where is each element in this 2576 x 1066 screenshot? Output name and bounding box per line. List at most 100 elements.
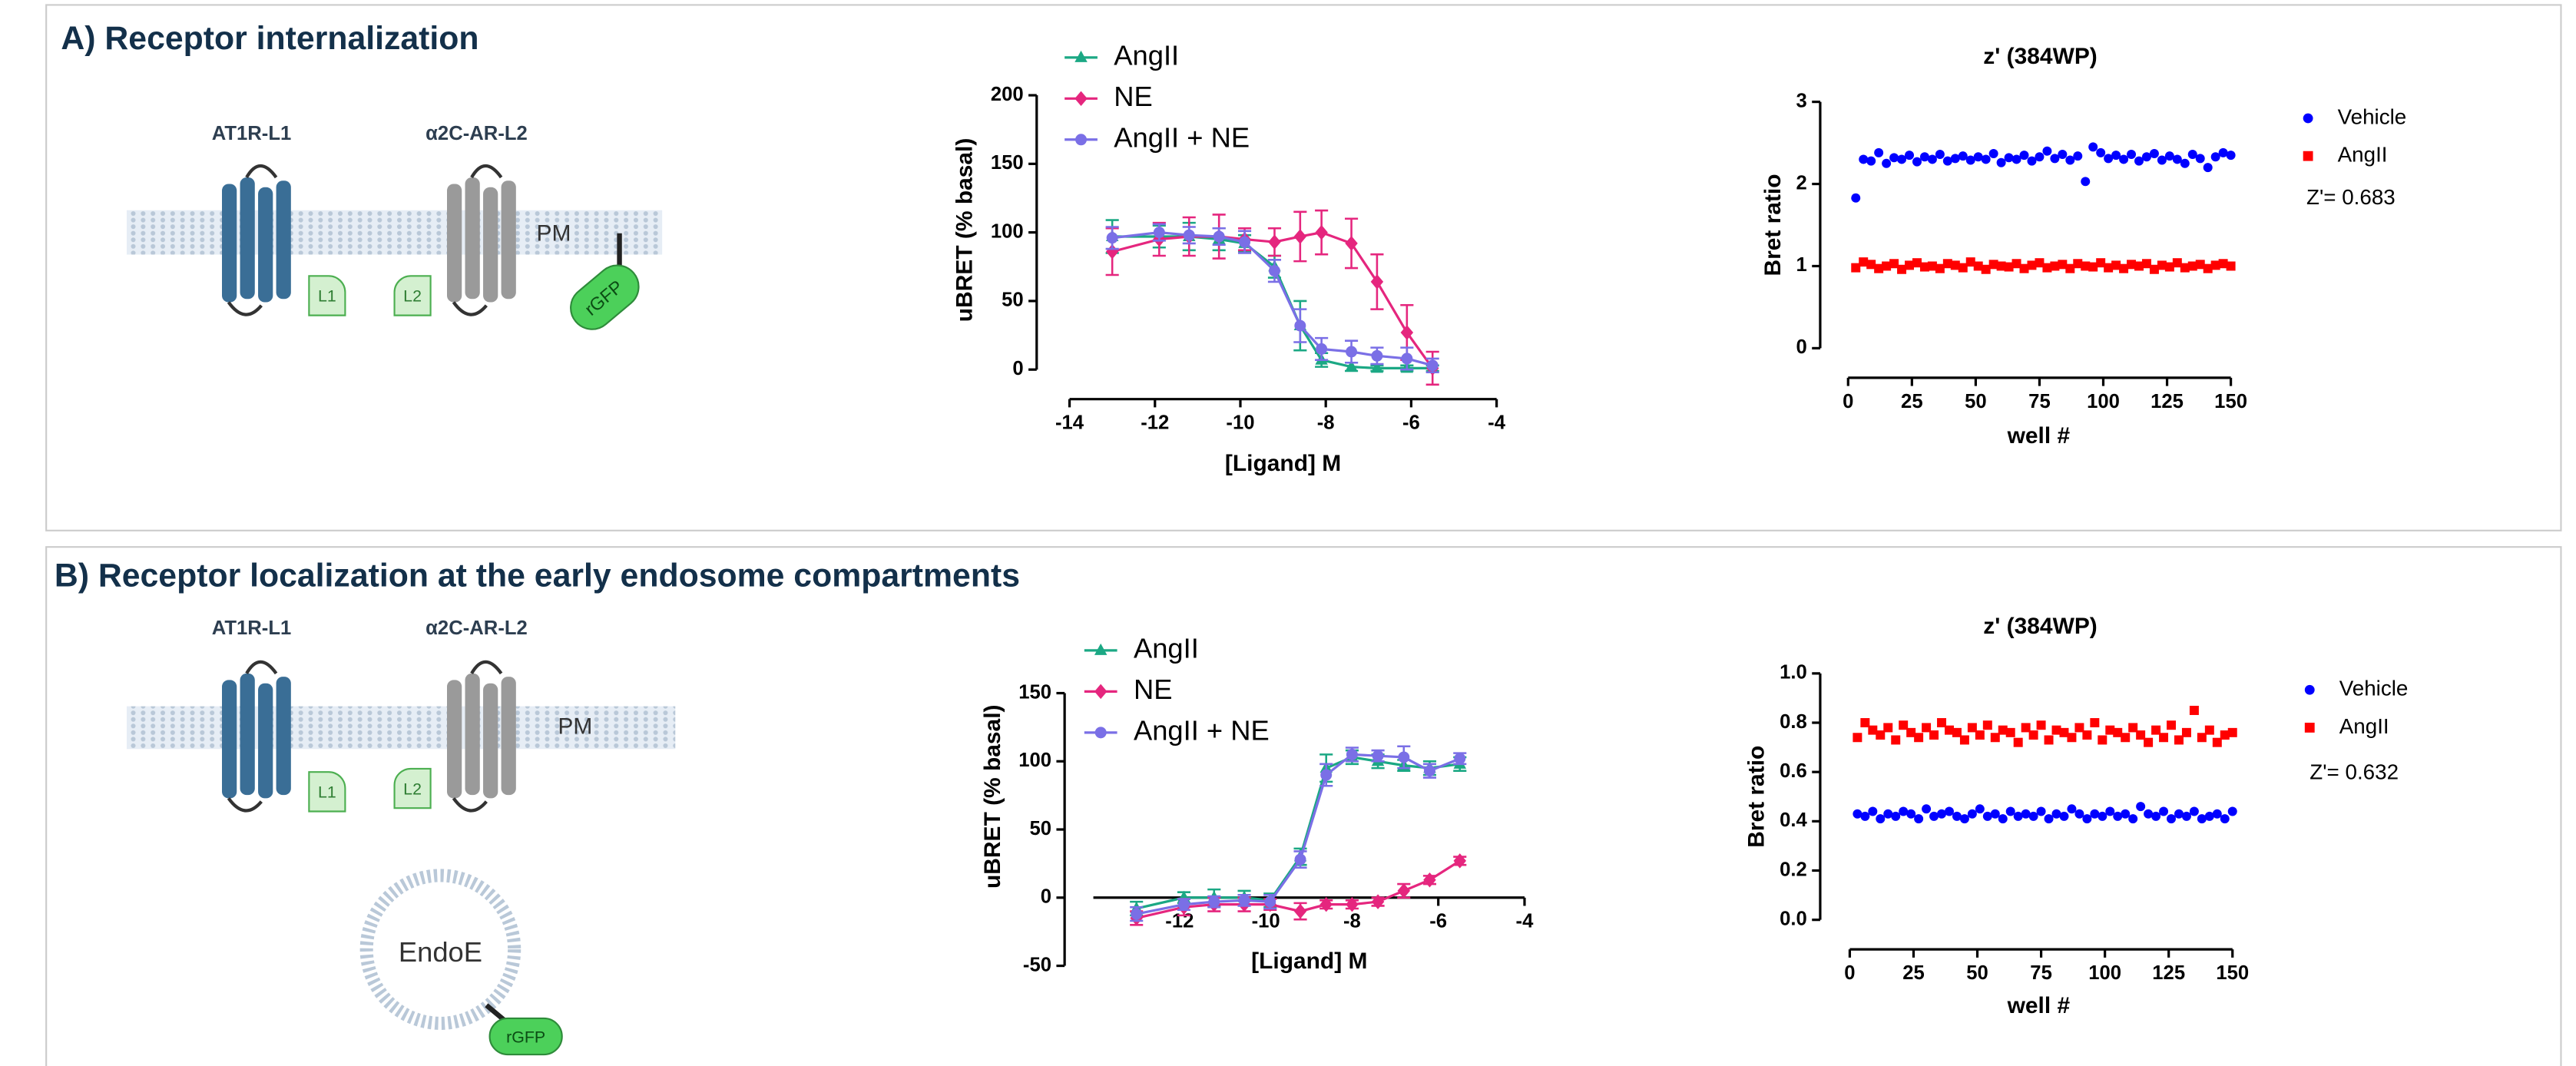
point — [1906, 727, 1916, 737]
point — [1866, 260, 1876, 270]
legend-label: AngII + NE — [1114, 121, 1250, 153]
legend-label: AngII — [2338, 143, 2388, 167]
legend-marker — [2303, 151, 2313, 161]
point — [2005, 727, 2015, 737]
point — [2167, 720, 2176, 730]
point — [2011, 259, 2021, 269]
point — [2059, 811, 2069, 821]
y-axis-title: uBRET (% basal) — [952, 138, 978, 323]
point — [1423, 872, 1436, 888]
point — [1982, 811, 1992, 821]
point — [2212, 737, 2222, 747]
point — [2051, 725, 2061, 735]
point — [2019, 263, 2029, 273]
x-tick-label: 75 — [2028, 391, 2051, 412]
point — [1889, 153, 1899, 163]
tag — [393, 767, 432, 809]
point — [2081, 177, 2091, 187]
point — [1919, 152, 1929, 162]
point — [1106, 232, 1118, 244]
point — [1914, 733, 1924, 743]
series-line — [1136, 753, 1461, 915]
point — [1208, 896, 1220, 908]
label: PM — [537, 221, 571, 247]
point — [1981, 154, 1991, 164]
x-tick-label: 25 — [1902, 962, 1925, 984]
x-tick-label: -14 — [1055, 412, 1084, 434]
point — [1293, 229, 1307, 244]
panel-frame — [45, 546, 2562, 1066]
x-tick-label: -4 — [1516, 911, 1535, 932]
legend-label: AngII — [1134, 633, 1199, 664]
point — [2197, 733, 2207, 743]
sensor — [570, 264, 640, 330]
point — [1937, 718, 1947, 728]
y-tick-label: 0 — [1796, 336, 1807, 358]
point — [1942, 259, 1952, 269]
membrane — [126, 210, 663, 255]
point — [1942, 156, 1952, 166]
point — [2088, 262, 2098, 272]
x-tick-label: -10 — [1252, 911, 1280, 932]
point — [2073, 151, 2083, 161]
series-line — [1111, 230, 1434, 369]
legend-marker — [1074, 91, 1088, 107]
point — [2042, 263, 2052, 273]
point — [2136, 730, 2146, 740]
point — [1876, 814, 1886, 824]
point — [1882, 158, 1892, 168]
point — [1922, 723, 1932, 733]
y-tick-label: 0 — [1041, 886, 1051, 908]
point — [1996, 157, 2006, 167]
point — [1967, 723, 1977, 733]
point — [2159, 806, 2169, 816]
point — [2036, 720, 2046, 730]
point — [2067, 733, 2077, 743]
point — [2134, 156, 2144, 166]
point — [2044, 735, 2054, 745]
point — [1959, 814, 1969, 824]
point — [2028, 811, 2038, 821]
point — [1853, 809, 1862, 819]
point — [1958, 151, 1968, 161]
label: α2C-AR-L2 — [425, 617, 528, 639]
point — [2149, 264, 2159, 274]
point — [1958, 263, 1968, 273]
point — [1927, 261, 1937, 271]
point — [2104, 263, 2114, 273]
point — [2004, 262, 2014, 272]
point — [2073, 259, 2083, 269]
diagram: AT1R-L1 α2C-AR-L2 PM L1 L2 rGFP — [126, 123, 663, 330]
label: AT1R-L1 — [212, 617, 292, 639]
y-tick-label: 0 — [1012, 358, 1023, 379]
point — [2027, 156, 2037, 166]
point — [1851, 263, 1861, 273]
point — [1860, 811, 1870, 821]
endosome — [359, 869, 521, 1030]
point — [1860, 718, 1870, 728]
point — [1371, 894, 1385, 909]
point — [1889, 259, 1899, 269]
label: α2C-AR-L2 — [425, 123, 528, 144]
panel-title: B) Receptor localization at the early en… — [55, 558, 1020, 594]
x-axis-title: well # — [2007, 993, 2071, 1018]
y-tick-label: -50 — [1023, 954, 1051, 975]
y-tick-label: 100 — [991, 220, 1024, 242]
tag — [308, 275, 346, 316]
point — [1346, 346, 1358, 358]
label: PM — [558, 713, 592, 739]
point — [2098, 735, 2107, 745]
point — [1371, 349, 1383, 362]
label: L2 — [403, 780, 422, 798]
point — [1944, 725, 1954, 735]
chart: -50 0 50 100 150 -12 -10 -8 -6 -4 uBRET (% basal) [… — [980, 633, 1534, 976]
x-tick-label: -6 — [1402, 412, 1420, 434]
diagram: AT1R-L1 α2C-AR-L2 PM L1 L2 EndoE rGFP — [126, 617, 676, 1056]
point — [2181, 811, 2191, 821]
point — [1899, 720, 1909, 730]
point — [2051, 809, 2061, 819]
point — [2096, 147, 2106, 157]
point — [2011, 154, 2021, 164]
legend-marker — [1075, 134, 1088, 146]
